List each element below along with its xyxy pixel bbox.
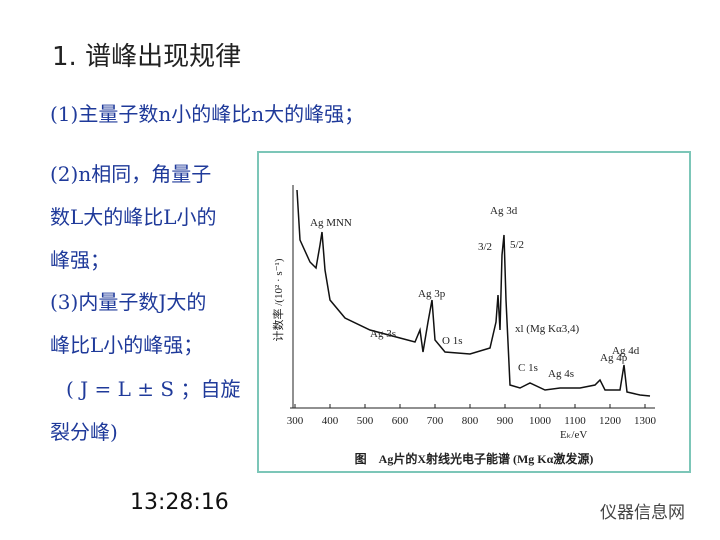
peak-label: Ag 4p [600, 352, 628, 364]
x-tick-label: 600 [392, 415, 409, 427]
figure-frame [257, 151, 691, 473]
slide-title: 1. 谱峰出现规律 [52, 42, 242, 72]
peak-label: Ag 4s [548, 368, 574, 380]
text-line: (1)主量子数n小的峰比n大的峰强； [50, 102, 365, 126]
time: 13:28:16 [130, 490, 229, 515]
peak-label: 5/2 [510, 239, 524, 251]
peak-label: O 1s [442, 335, 462, 347]
y-axis-label: 计数率 /(10² · s⁻¹) [271, 258, 285, 341]
spectrum [296, 189, 651, 397]
x-tick-label: 800 [462, 415, 479, 427]
figure: 计数率 /(10² · s⁻¹) Eₖ/eV 图 Ag片的X射线光电子能谱 (M… [257, 151, 691, 473]
text-line: 峰强； [50, 248, 110, 272]
x-tick-label: 1300 [634, 415, 657, 427]
x-tick-label: 300 [287, 415, 304, 427]
caption: 图 Ag片的X射线光电子能谱 (Mg Kα激发源) [355, 451, 594, 466]
peak-label: xl (Mg Kα3,4) [515, 323, 579, 335]
x-axis-label: Eₖ/eV [560, 429, 587, 441]
peak-label: 3/2 [478, 241, 492, 253]
x-tick-label: 400 [322, 415, 339, 427]
text-line: 数L大的峰比L小的 [50, 205, 217, 229]
peak-label: Ag 3p [418, 288, 446, 300]
x-tick-label: 1200 [599, 415, 622, 427]
peak-label: Ag 4d [612, 345, 640, 357]
text-line: 裂分峰) [50, 420, 118, 444]
x-tick-label: 700 [427, 415, 444, 427]
peak-label: Ag MNN [310, 217, 352, 229]
x-tick-label: 900 [497, 415, 514, 427]
x-tick-label: 1000 [529, 415, 552, 427]
text-line: (2)n相同，角量子 [50, 162, 212, 186]
x-tick-label: 1100 [564, 415, 586, 427]
text-line: ( J = L ± S ；自旋 [66, 377, 241, 401]
x-tick-label: 500 [357, 415, 374, 427]
peak-label: C 1s [518, 362, 538, 374]
peak-label: Ag 3s [370, 328, 396, 340]
text-line: 峰比L小的峰强； [50, 333, 204, 357]
peak-label: Ag 3d [490, 205, 518, 217]
watermark: 仪器信息网 [600, 503, 685, 523]
text-line: (3)内量子数J大的 [50, 290, 207, 314]
